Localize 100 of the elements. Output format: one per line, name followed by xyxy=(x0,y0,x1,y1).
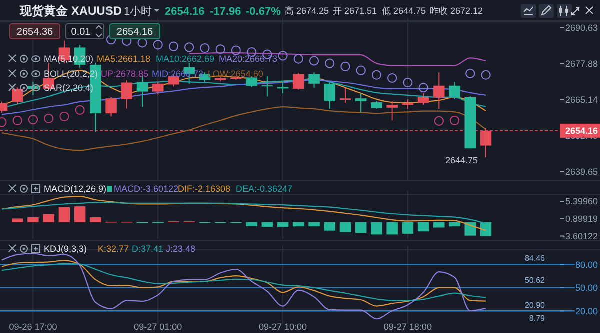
text: UP:2678.85 xyxy=(101,69,149,80)
point xyxy=(309,56,320,66)
x-tick-label: 09-27 01:00 xyxy=(134,322,182,332)
point xyxy=(138,38,148,48)
bar xyxy=(90,218,102,222)
y-tick-label: 0.89919 xyxy=(565,214,598,224)
line-series xyxy=(1,260,487,307)
line-series xyxy=(1,263,487,302)
bar xyxy=(12,218,24,222)
candlestick xyxy=(136,76,148,108)
series-label: DIF:-2.16308 xyxy=(178,184,231,194)
point xyxy=(153,40,163,50)
point xyxy=(325,58,335,68)
point xyxy=(75,105,85,115)
annotation: 0.01 xyxy=(71,27,92,38)
annotation: KDJ(9,3,3) xyxy=(44,244,88,254)
x-tick-label: 09-27 10:00 xyxy=(259,322,308,332)
series-label: MA5:2661.18 xyxy=(97,54,151,64)
bar xyxy=(402,222,414,234)
point xyxy=(356,66,366,76)
candlestick xyxy=(246,76,258,88)
chart-title: 现货黄金 XAUUSD xyxy=(19,4,122,18)
y-tick-label: 50.00 xyxy=(575,283,598,294)
text: D:37.41 xyxy=(132,244,164,254)
point xyxy=(216,44,226,54)
point xyxy=(388,73,398,84)
bar xyxy=(277,222,289,227)
point xyxy=(168,42,179,52)
chart-subtitle: 1小时 xyxy=(124,4,152,18)
point xyxy=(481,70,491,80)
annotation: 2654.16 xyxy=(116,27,154,38)
point xyxy=(466,68,476,79)
text: 低 2644.75 xyxy=(382,6,426,16)
text: MACD(12,26,9) xyxy=(44,184,107,194)
annotation: 2654.36 xyxy=(16,27,54,38)
point xyxy=(372,70,382,80)
point xyxy=(418,83,428,93)
point xyxy=(184,42,194,52)
point xyxy=(278,51,288,61)
candlestick xyxy=(293,72,304,90)
bar xyxy=(355,222,367,234)
point xyxy=(294,54,304,64)
text: J:23.48 xyxy=(166,244,196,254)
bar xyxy=(74,206,86,222)
bar xyxy=(449,222,460,227)
bar xyxy=(340,222,352,232)
candlestick xyxy=(355,93,367,114)
bar xyxy=(262,222,274,227)
text: 50.62 xyxy=(524,276,546,285)
legend-label: MACD:-3.60122 xyxy=(114,184,179,194)
text: K:32.77 xyxy=(98,244,130,254)
bar xyxy=(464,222,476,236)
text: 昨收 2672.12 xyxy=(430,6,484,16)
text: 2654.16 xyxy=(165,6,205,18)
text: 20.90 xyxy=(524,300,546,310)
y-tick-label: 80.00 xyxy=(575,260,598,270)
bar xyxy=(324,222,336,231)
y-tick-label: 5.39960 xyxy=(565,196,598,207)
point xyxy=(403,78,413,88)
candlestick xyxy=(106,96,117,118)
text: -0.67% xyxy=(246,6,282,18)
series-label: DEA:-0.36247 xyxy=(236,184,293,194)
y-tick-label: 2639.65 xyxy=(565,167,598,178)
candlestick xyxy=(449,82,460,100)
point xyxy=(340,62,350,72)
text: 高 2674.25 xyxy=(285,6,330,16)
point xyxy=(60,112,70,122)
point xyxy=(231,46,241,56)
y-tick-label: 2665.14 xyxy=(565,95,598,106)
candlestick xyxy=(386,100,398,122)
line-series xyxy=(1,202,487,224)
candlestick xyxy=(418,93,430,106)
ref-line-label: 2654.16 xyxy=(565,126,598,136)
annotation: 2644.75 xyxy=(445,156,478,166)
bar xyxy=(58,207,70,222)
candlestick xyxy=(308,72,320,88)
y-tick-label: 2690.63 xyxy=(565,23,598,33)
bar xyxy=(434,222,445,228)
candlestick xyxy=(402,98,414,110)
candlestick xyxy=(262,76,274,98)
bar xyxy=(386,222,398,235)
bar xyxy=(293,222,304,227)
y-tick-label: 20.00 xyxy=(575,306,598,316)
y-tick-label: 2677.88 xyxy=(565,59,598,70)
text: 84.46 xyxy=(524,254,546,263)
candlestick xyxy=(152,81,164,96)
bar xyxy=(246,222,258,226)
bar xyxy=(418,222,430,232)
x-tick-label: 09-26 17:00 xyxy=(9,322,58,332)
point xyxy=(200,43,210,54)
x-tick-label: 09-27 18:00 xyxy=(384,322,432,332)
point xyxy=(450,116,460,126)
bar xyxy=(308,222,320,227)
y-tick-label: -3.60122 xyxy=(562,231,598,242)
point xyxy=(12,116,22,126)
point xyxy=(434,116,444,126)
annotation: MA20:2666.73 xyxy=(219,54,278,64)
candlestick xyxy=(121,80,133,110)
text: MA10:2662.69 xyxy=(156,54,215,64)
bar xyxy=(43,214,54,222)
